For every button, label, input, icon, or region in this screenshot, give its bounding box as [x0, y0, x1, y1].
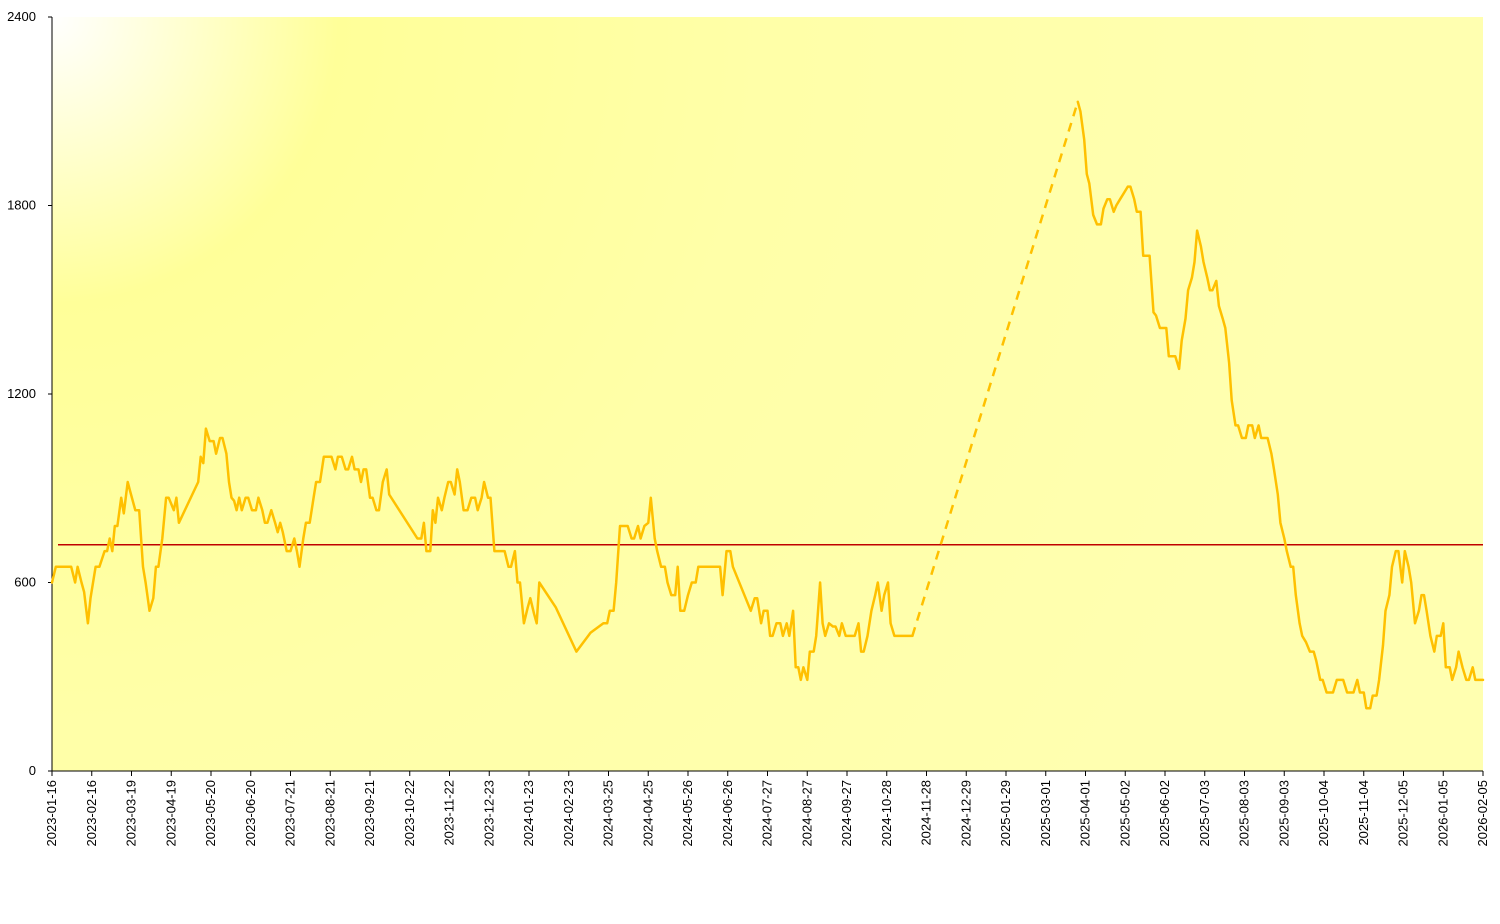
x-tick-label: 2025-04-01 — [1078, 780, 1093, 847]
x-axis: 2023-01-16 2023-02-16 2023-03-19 2023-04-19… — [44, 770, 1490, 847]
series-line-1 — [911, 101, 1079, 637]
x-tick-label: 2024-11-28 — [919, 780, 934, 846]
x-tick-label: 2025-12-05 — [1396, 780, 1411, 847]
series-layer — [50, 100, 1485, 710]
x-tick-label: 2023-07-21 — [283, 780, 298, 847]
x-tick-label: 2024-08-27 — [799, 780, 814, 847]
y-tick-label: 1200 — [7, 386, 36, 401]
x-tick-label: 2026-01-05 — [1435, 780, 1450, 847]
x-tick-label: 2024-07-27 — [760, 780, 775, 847]
x-tick-label: 2023-03-19 — [124, 780, 139, 847]
x-tick-label: 2025-09-03 — [1276, 780, 1291, 847]
x-tick-label: 2023-09-21 — [362, 780, 377, 847]
x-tick-label: 2024-01-23 — [521, 780, 536, 847]
x-tick-label: 2023-12-23 — [481, 780, 496, 847]
plot-background — [52, 17, 1483, 771]
x-tick-label: 2024-02-23 — [561, 780, 576, 847]
x-tick-label: 2023-02-16 — [84, 780, 99, 847]
x-tick-label: 2024-12-29 — [958, 780, 973, 847]
y-axis: 0 600 1200 1800 2400 — [7, 9, 53, 778]
x-tick-label: 2025-07-03 — [1197, 780, 1212, 847]
x-tick-label: 2025-03-01 — [1038, 780, 1053, 847]
x-tick-label: 2023-04-19 — [163, 780, 178, 847]
x-tick-label: 2024-04-25 — [640, 780, 655, 847]
x-tick-label: 2024-10-28 — [879, 780, 894, 847]
y-tick-label: 600 — [14, 575, 36, 590]
x-tick-label: 2023-11-22 — [442, 780, 457, 846]
x-tick-label: 2024-09-27 — [839, 780, 854, 847]
x-tick-label: 2025-06-02 — [1157, 780, 1172, 847]
x-tick-label: 2023-10-22 — [402, 780, 417, 847]
x-tick-label: 2024-06-26 — [720, 780, 735, 847]
y-tick-label: 0 — [29, 763, 36, 778]
x-tick-label: 2025-08-03 — [1237, 780, 1252, 847]
x-tick-label: 2023-08-21 — [322, 780, 337, 847]
series-line-2 — [1076, 100, 1485, 710]
x-tick-label: 2026-02-05 — [1475, 780, 1490, 847]
x-tick-label: 2025-05-02 — [1117, 780, 1132, 847]
series-line-0 — [50, 427, 914, 682]
x-tick-label: 2023-06-20 — [243, 780, 258, 847]
x-tick-label: 2025-01-29 — [998, 780, 1013, 847]
x-tick-label: 2024-05-26 — [680, 780, 695, 847]
x-tick-label: 2025-11-04 — [1356, 780, 1371, 846]
x-tick-label: 2023-01-16 — [44, 780, 59, 847]
y-tick-label: 1800 — [7, 198, 36, 213]
x-tick-label: 2023-05-20 — [203, 780, 218, 847]
x-tick-label: 2025-10-04 — [1316, 780, 1331, 847]
y-tick-label: 2400 — [7, 9, 36, 24]
x-tick-label: 2024-03-25 — [601, 780, 616, 847]
